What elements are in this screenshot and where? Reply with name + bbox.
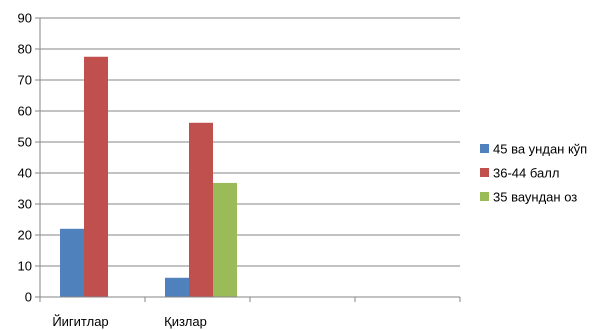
axes: 0 10 20 30 40 50 60 70 80 90 Йигитлар Қизлар (18, 11, 461, 329)
y-tick-label: 60 (18, 104, 32, 119)
y-tick-label: 70 (18, 73, 32, 88)
bar (84, 56, 108, 297)
legend-swatch (480, 168, 489, 177)
y-tick-label: 40 (18, 166, 32, 181)
legend-label: 45 ва ундан кўп (493, 142, 587, 157)
bar (189, 122, 213, 297)
legend: 45 ва ундан кўп 36-44 балл 35 ваундан оз (480, 142, 587, 205)
bar (213, 182, 237, 297)
y-tick-label: 30 (18, 197, 32, 212)
y-tick-label: 10 (18, 259, 32, 274)
bars (60, 56, 237, 297)
y-tick-label: 50 (18, 135, 32, 150)
bar (165, 277, 189, 297)
x-category-label: Йигитлар (52, 314, 108, 329)
legend-label: 36-44 балл (493, 166, 559, 181)
bar (60, 228, 84, 297)
legend-swatch (480, 192, 489, 201)
x-category-label: Қизлар (164, 314, 207, 329)
y-tick-label: 90 (18, 11, 32, 26)
y-tick-label: 0 (25, 290, 32, 305)
gridlines (40, 17, 460, 298)
legend-swatch (480, 144, 489, 153)
legend-label: 35 ваундан оз (493, 190, 577, 205)
y-tick-label: 80 (18, 42, 32, 57)
y-tick-label: 20 (18, 228, 32, 243)
